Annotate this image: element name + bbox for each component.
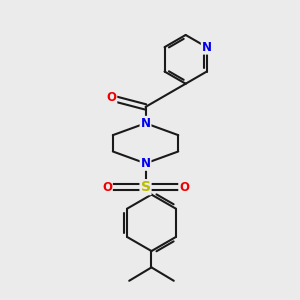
- Text: N: N: [140, 117, 151, 130]
- Text: O: O: [106, 92, 116, 104]
- Text: O: O: [179, 181, 189, 194]
- Text: O: O: [102, 181, 112, 194]
- Text: S: S: [140, 180, 151, 194]
- Text: N: N: [140, 157, 151, 170]
- Text: N: N: [202, 41, 212, 54]
